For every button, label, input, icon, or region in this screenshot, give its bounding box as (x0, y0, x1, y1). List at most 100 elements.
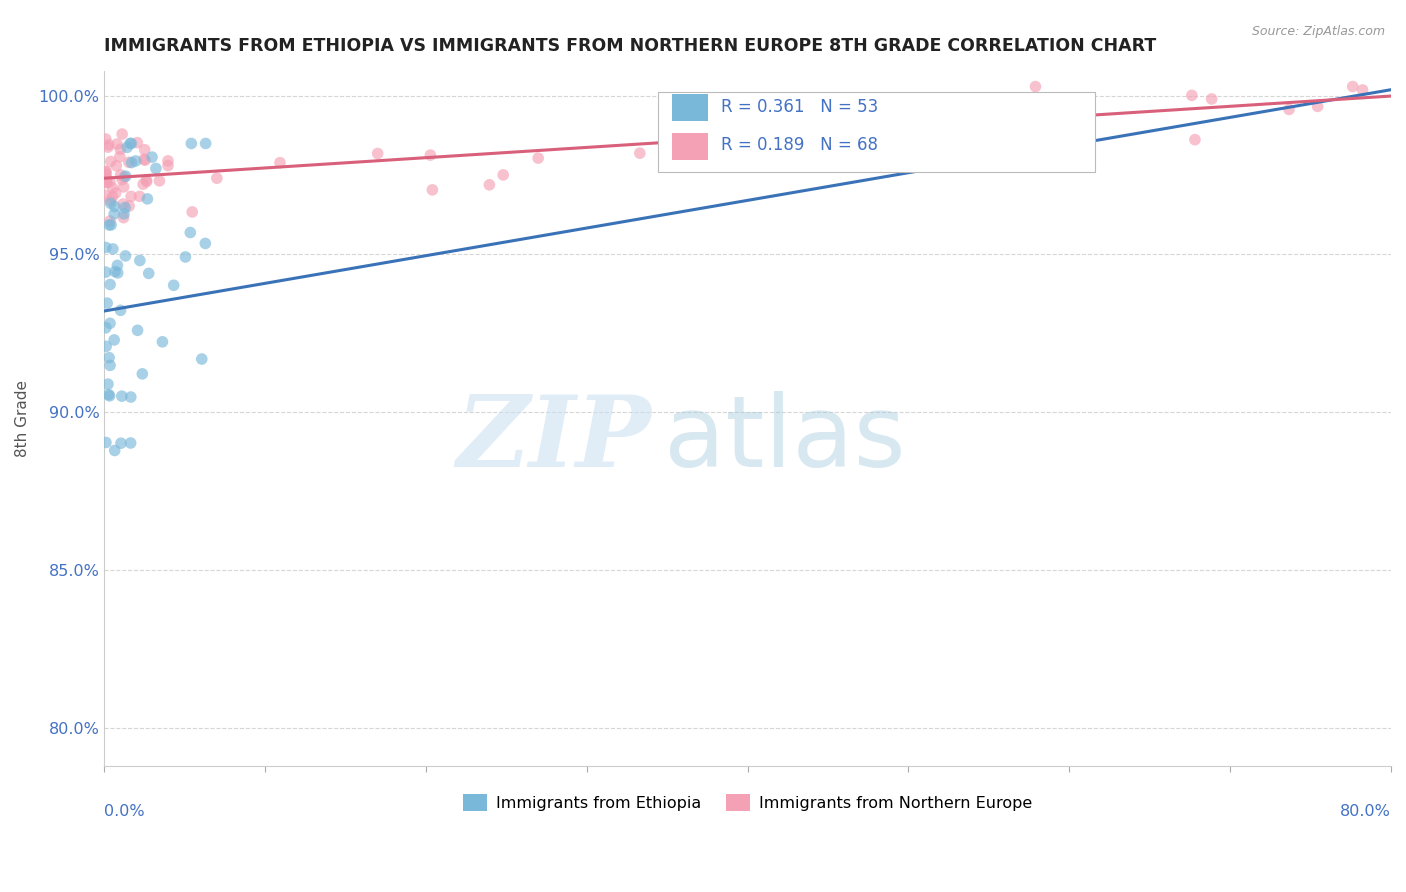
Point (103, 207, 125, 221)
Point (148, 174, 170, 188)
Point (837, 115, 859, 129)
Point (367, 146, 389, 161)
Point (135, 173, 157, 187)
Point (419, 148, 441, 162)
Point (1024, 79, 1046, 94)
Point (94, 171, 117, 186)
Point (114, 201, 136, 215)
Point (104, 199, 127, 213)
Point (94, 132, 117, 146)
Point (120, 136, 142, 151)
Point (112, 197, 135, 211)
Text: R = 0.361   N = 53: R = 0.361 N = 53 (720, 98, 877, 116)
Point (96, 175, 118, 189)
Point (103, 333, 125, 347)
Point (104, 264, 127, 278)
Point (98, 359, 121, 373)
Point (110, 436, 132, 450)
Point (101, 242, 124, 256)
Point (163, 278, 186, 293)
Point (118, 199, 141, 213)
Point (100, 154, 122, 169)
Point (156, 159, 179, 173)
Point (94, 240, 117, 254)
Point (152, 334, 174, 349)
Point (105, 136, 128, 151)
Text: Source: ZipAtlas.com: Source: ZipAtlas.com (1251, 25, 1385, 38)
Point (134, 153, 156, 168)
Point (179, 226, 201, 240)
Point (100, 196, 122, 211)
Point (96, 171, 118, 186)
Point (107, 258, 129, 272)
Point (1181, 88, 1204, 103)
Point (134, 143, 156, 157)
Point (141, 150, 163, 164)
Point (96, 176, 118, 190)
Text: atlas: atlas (664, 391, 905, 488)
Point (132, 178, 155, 192)
Point (145, 161, 167, 176)
Point (110, 142, 132, 156)
Point (174, 250, 197, 264)
Point (110, 303, 132, 318)
Point (156, 153, 179, 168)
Point (98, 389, 121, 403)
Point (668, 128, 690, 143)
Point (98, 316, 121, 330)
Point (98, 194, 121, 208)
Point (94, 320, 117, 334)
Point (97, 387, 120, 401)
Point (94, 164, 117, 178)
Point (128, 189, 150, 203)
Point (136, 192, 159, 206)
Point (205, 171, 228, 186)
Point (94, 188, 117, 202)
Point (1184, 133, 1206, 147)
Point (138, 266, 160, 280)
Point (121, 155, 143, 169)
Point (107, 266, 129, 280)
Point (118, 155, 141, 169)
Point (94, 168, 117, 182)
Point (1201, 92, 1223, 106)
Point (104, 443, 127, 458)
Point (98, 218, 121, 232)
Point (115, 140, 138, 154)
Point (131, 367, 153, 381)
Point (120, 136, 142, 151)
FancyBboxPatch shape (658, 92, 1095, 171)
Point (112, 211, 135, 225)
Point (1341, 79, 1364, 94)
Point (111, 127, 134, 141)
Point (111, 172, 134, 186)
Point (1351, 83, 1374, 97)
Point (1306, 99, 1329, 113)
Point (104, 186, 127, 200)
Point (735, 153, 758, 168)
Point (127, 136, 149, 150)
Point (105, 159, 128, 173)
Point (492, 168, 515, 182)
Point (98, 214, 121, 228)
Point (527, 151, 550, 165)
Point (97, 140, 120, 154)
Point (120, 189, 142, 203)
Point (94, 435, 117, 450)
Point (135, 175, 157, 189)
Text: 80.0%: 80.0% (1340, 805, 1391, 820)
Point (948, 136, 970, 150)
Point (180, 136, 202, 151)
Point (101, 190, 124, 204)
Point (110, 168, 132, 182)
Point (94, 265, 117, 279)
Point (269, 155, 291, 169)
Point (124, 153, 146, 168)
Text: 0.0%: 0.0% (104, 805, 145, 820)
Text: IMMIGRANTS FROM ETHIOPIA VS IMMIGRANTS FROM NORTHERN EUROPE 8TH GRADE CORRELATIO: IMMIGRANTS FROM ETHIOPIA VS IMMIGRANTS F… (104, 37, 1157, 55)
Point (127, 323, 149, 337)
Point (1038, 97, 1060, 112)
Point (111, 389, 134, 403)
Point (98, 277, 121, 292)
Point (194, 136, 217, 151)
